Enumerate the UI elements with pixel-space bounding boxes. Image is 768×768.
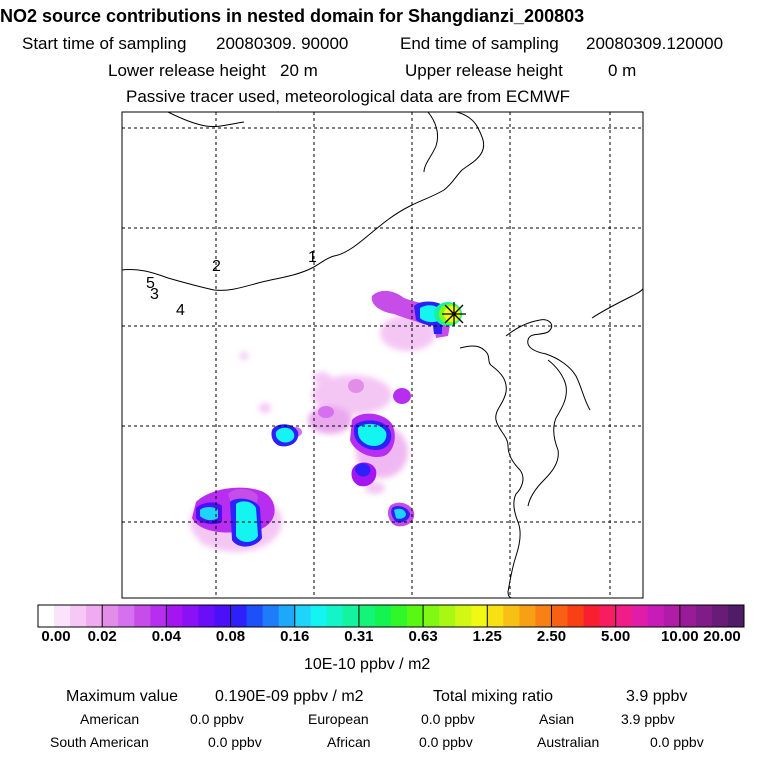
source-australian-value: 0.0 ppbv bbox=[650, 734, 704, 750]
source-american-label: American bbox=[80, 711, 140, 727]
colorbar-swatch bbox=[727, 605, 745, 627]
region-label-1: 1 bbox=[308, 249, 317, 266]
colorbar-swatch bbox=[535, 605, 552, 627]
source-australian-label: Australian bbox=[537, 734, 600, 750]
colorbar-tick-label: 0.08 bbox=[215, 628, 246, 645]
source-african-label: African bbox=[327, 734, 371, 750]
upper-height-value: 0 m bbox=[608, 61, 637, 80]
source-european-label: European bbox=[308, 711, 369, 727]
source-asian-label: Asian bbox=[539, 711, 575, 727]
colorbar-swatch bbox=[102, 605, 119, 627]
map-frame bbox=[121, 111, 644, 599]
colorbar-unit: 10E-10 ppbv / m2 bbox=[304, 656, 431, 673]
colorbar-swatch bbox=[326, 605, 344, 627]
colorbar-swatch bbox=[455, 605, 472, 627]
max-value-label: Maximum value bbox=[66, 688, 179, 705]
colorbar-tick-label: 0.31 bbox=[344, 628, 374, 645]
colorbar-swatch bbox=[519, 605, 536, 627]
colorbar-tick-label: 0.04 bbox=[151, 628, 181, 645]
colorbar-swatch bbox=[166, 605, 183, 627]
colorbar-swatch bbox=[647, 605, 665, 627]
colorbar-swatch bbox=[439, 605, 456, 627]
cyan-plume-areas bbox=[200, 305, 440, 542]
colorbar-tick-label: 2.50 bbox=[536, 628, 567, 645]
colorbar-swatch bbox=[54, 605, 71, 627]
colorbar-swatch bbox=[150, 605, 167, 627]
end-time-value: 20080309.120000 bbox=[586, 34, 724, 53]
colorbar-swatch bbox=[70, 605, 87, 627]
colorbar-swatch bbox=[695, 605, 713, 627]
colorbar-swatch bbox=[230, 605, 248, 627]
start-time-label: Start time of sampling bbox=[22, 34, 187, 53]
upper-height-label: Upper release height bbox=[405, 61, 563, 80]
source-south-american-label: South American bbox=[50, 734, 149, 750]
colorbar-swatch bbox=[679, 605, 697, 627]
colorbar-swatch bbox=[134, 605, 151, 627]
colorbar-swatch bbox=[551, 605, 568, 627]
colorbar-swatch bbox=[310, 605, 328, 627]
source-asian-value: 3.9 ppbv bbox=[621, 711, 675, 727]
total-mixing-label: Total mixing ratio bbox=[433, 688, 554, 705]
colorbar-tick-label: 10.00 bbox=[661, 628, 699, 645]
colorbar-swatch bbox=[583, 605, 601, 627]
colorbar-swatch bbox=[86, 605, 103, 627]
colorbar-tick-label: 20.00 bbox=[703, 628, 741, 645]
colorbar-swatch bbox=[198, 605, 215, 627]
region-label-4: 4 bbox=[176, 302, 185, 319]
colorbar-swatch bbox=[599, 605, 617, 627]
colorbar-swatch bbox=[663, 605, 681, 627]
total-mixing-value: 3.9 ppbv bbox=[626, 688, 688, 705]
colorbar-swatch bbox=[471, 605, 488, 627]
colorbar-swatch bbox=[423, 605, 440, 627]
colorbar-swatch bbox=[294, 605, 312, 627]
receptor-star-icon bbox=[442, 302, 466, 326]
colorbar-swatch bbox=[358, 605, 376, 627]
colorbar-tick-label: 5.00 bbox=[601, 628, 631, 645]
source-south-american-value: 0.0 ppbv bbox=[208, 734, 262, 750]
colorbar-swatch bbox=[182, 605, 199, 627]
colorbar-swatch bbox=[487, 605, 504, 627]
source-african-value: 0.0 ppbv bbox=[419, 734, 473, 750]
colorbar-swatch bbox=[711, 605, 729, 627]
colorbar-swatch bbox=[214, 605, 232, 627]
colorbar-swatch bbox=[246, 605, 264, 627]
source-european-value: 0.0 ppbv bbox=[421, 711, 475, 727]
colorbar-swatch bbox=[118, 605, 135, 627]
graticule bbox=[122, 112, 643, 598]
colorbar-swatch bbox=[503, 605, 520, 627]
region-label-3: 3 bbox=[150, 286, 159, 303]
colorbar-swatch bbox=[391, 605, 408, 627]
map-panel bbox=[122, 112, 643, 598]
region-label-2: 2 bbox=[212, 258, 221, 275]
map-title: NO2 source contributions in nested domai… bbox=[0, 6, 585, 26]
colorbar-swatch bbox=[38, 605, 55, 627]
colorbar-swatch bbox=[407, 605, 424, 627]
colorbar-tick-label: 0.63 bbox=[408, 628, 438, 645]
colorbar-swatch bbox=[342, 605, 360, 627]
colorbar-tick-label: 0.00 bbox=[41, 628, 71, 645]
lower-height-label: Lower release height bbox=[108, 61, 266, 80]
region-label-5: 5 bbox=[146, 275, 155, 292]
colorbar bbox=[38, 605, 745, 627]
colorbar-swatch bbox=[615, 605, 633, 627]
colorbar-tick-label: 0.02 bbox=[87, 628, 117, 645]
colorbar-frame bbox=[37, 604, 745, 628]
colorbar-swatch bbox=[374, 605, 392, 627]
colorbar-swatch bbox=[567, 605, 585, 627]
end-time-label: End time of sampling bbox=[400, 34, 559, 53]
colorbar-tick-label: 0.16 bbox=[280, 628, 310, 645]
max-value: 0.190E-09 ppbv / m2 bbox=[215, 688, 364, 705]
colorbar-swatch bbox=[262, 605, 280, 627]
tracer-note: Passive tracer used, meteorological data… bbox=[126, 87, 571, 106]
start-time-value: 20080309. 90000 bbox=[216, 34, 349, 53]
coastlines bbox=[122, 112, 643, 598]
colorbar-tick-label: 1.25 bbox=[472, 628, 502, 645]
colorbar-swatch bbox=[631, 605, 649, 627]
lower-height-value: 20 m bbox=[280, 61, 318, 80]
source-american-value: 0.0 ppbv bbox=[190, 711, 244, 727]
colorbar-swatch bbox=[278, 605, 296, 627]
